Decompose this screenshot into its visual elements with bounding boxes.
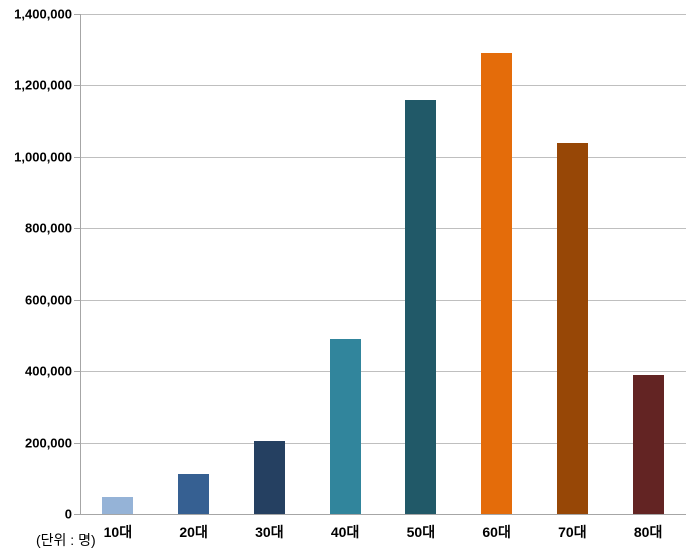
x-axis-label: 20대 (179, 524, 208, 540)
gridline (80, 442, 686, 444)
bar-70대 (556, 142, 588, 514)
y-axis-tick (74, 14, 80, 15)
x-axis-label: 10대 (103, 524, 133, 540)
bar-20대 (178, 474, 210, 514)
y-axis-tick (74, 371, 80, 373)
bar-50대 (405, 99, 437, 514)
x-axis-label: 30대 (255, 524, 284, 540)
y-axis-label: 1,400,000 (14, 6, 72, 22)
x-axis-label: 50대 (406, 524, 436, 540)
y-axis-label: 800,000 (25, 220, 72, 236)
gridline (80, 228, 686, 230)
bar-30대 (253, 440, 285, 514)
gridline (80, 85, 686, 87)
y-axis-tick (74, 228, 80, 230)
gridline (80, 371, 686, 373)
x-axis-label: 70대 (558, 524, 587, 540)
y-axis-tick (74, 514, 80, 515)
unit-note: (단위 : 명) (36, 532, 96, 548)
y-axis-label: 200,000 (25, 435, 72, 451)
y-axis-line (80, 14, 81, 514)
gridline (80, 14, 686, 15)
y-axis-label: 400,000 (25, 363, 72, 379)
bar-60대 (481, 53, 513, 514)
y-axis-label: 0 (64, 506, 72, 522)
gridline (80, 156, 686, 158)
bar-40대 (329, 339, 361, 514)
x-axis-label: 60대 (482, 524, 511, 540)
x-axis-line (80, 514, 686, 515)
bar-10대 (102, 496, 134, 514)
gridline (80, 299, 686, 301)
x-axis-label: 80대 (633, 524, 663, 540)
y-axis-tick (74, 299, 80, 301)
y-axis-label: 1,200,000 (14, 77, 72, 93)
y-axis-tick (74, 156, 80, 158)
y-axis-label: 1,000,000 (14, 149, 72, 165)
x-axis-label: 40대 (330, 524, 360, 540)
y-axis-tick (74, 85, 80, 87)
y-axis-tick (74, 442, 80, 444)
y-axis-label: 600,000 (25, 292, 72, 308)
bar-80대 (632, 374, 664, 514)
